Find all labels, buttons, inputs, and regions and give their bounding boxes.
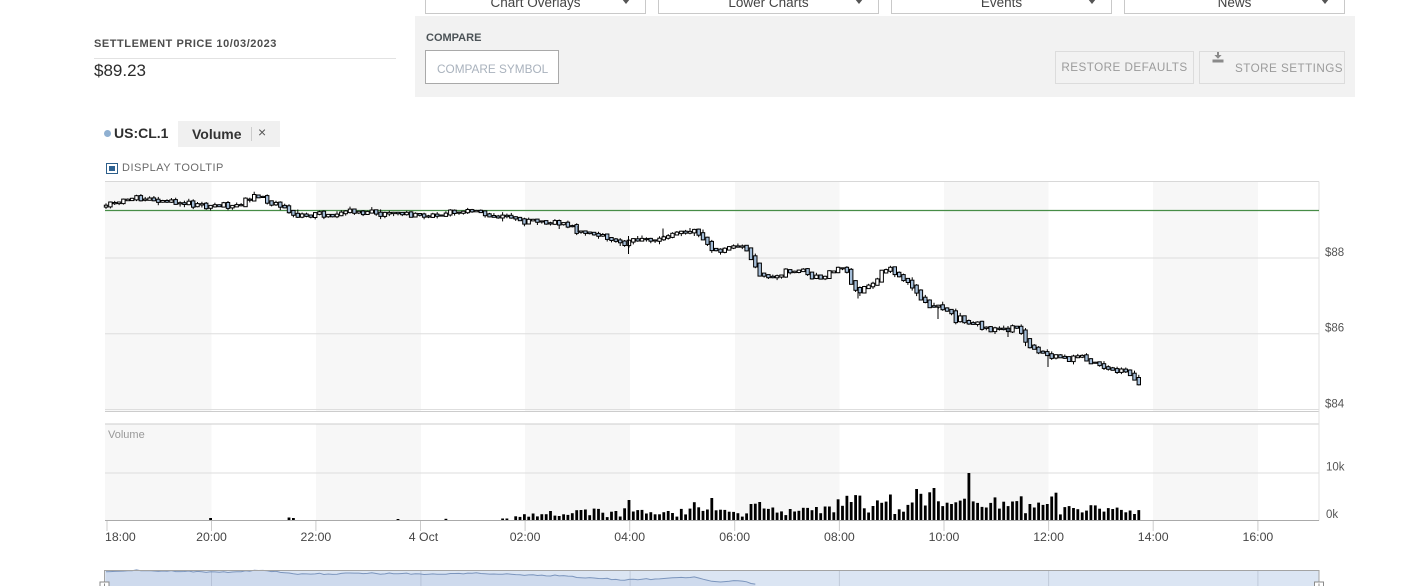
svg-text:$84: $84 bbox=[1325, 398, 1345, 410]
svg-text:06:00: 06:00 bbox=[719, 530, 750, 544]
svg-text:12:00: 12:00 bbox=[1033, 530, 1064, 544]
svg-text:$88: $88 bbox=[1325, 247, 1344, 259]
svg-text:Volume: Volume bbox=[108, 429, 145, 441]
svg-text:$86: $86 bbox=[1325, 323, 1344, 335]
svg-text:02:00: 02:00 bbox=[510, 530, 541, 544]
svg-text:4 Oct: 4 Oct bbox=[409, 530, 439, 544]
svg-text:0k: 0k bbox=[1326, 509, 1338, 521]
svg-text:10:00: 10:00 bbox=[929, 530, 960, 544]
svg-text:04:00: 04:00 bbox=[614, 530, 645, 544]
svg-text:20:00: 20:00 bbox=[196, 530, 227, 544]
svg-text:22:00: 22:00 bbox=[301, 530, 332, 544]
svg-text:16:00: 16:00 bbox=[1243, 530, 1274, 544]
svg-text:10k: 10k bbox=[1326, 462, 1345, 474]
svg-text:08:00: 08:00 bbox=[824, 530, 855, 544]
svg-text:14:00: 14:00 bbox=[1138, 530, 1169, 544]
svg-text:18:00: 18:00 bbox=[105, 530, 136, 544]
